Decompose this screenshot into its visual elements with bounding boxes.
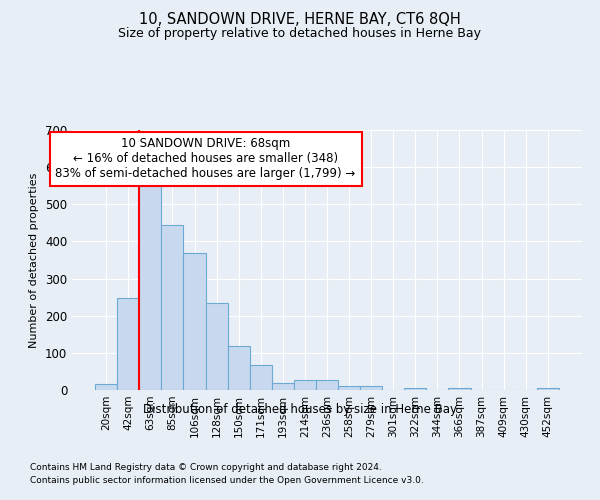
Bar xyxy=(360,386,382,390)
Bar xyxy=(161,226,184,390)
Bar xyxy=(272,384,294,390)
Text: 10, SANDOWN DRIVE, HERNE BAY, CT6 8QH: 10, SANDOWN DRIVE, HERNE BAY, CT6 8QH xyxy=(139,12,461,28)
Text: Distribution of detached houses by size in Herne Bay: Distribution of detached houses by size … xyxy=(143,402,457,415)
Y-axis label: Number of detached properties: Number of detached properties xyxy=(29,172,40,348)
Bar xyxy=(250,364,272,390)
Bar xyxy=(338,386,360,390)
Text: Size of property relative to detached houses in Herne Bay: Size of property relative to detached ho… xyxy=(119,28,482,40)
Text: Contains HM Land Registry data © Crown copyright and database right 2024.: Contains HM Land Registry data © Crown c… xyxy=(30,464,382,472)
Bar xyxy=(139,174,161,390)
Bar xyxy=(316,380,338,390)
Text: 10 SANDOWN DRIVE: 68sqm
← 16% of detached houses are smaller (348)
83% of semi-d: 10 SANDOWN DRIVE: 68sqm ← 16% of detache… xyxy=(55,138,356,180)
Bar xyxy=(117,298,139,390)
Bar xyxy=(206,302,227,390)
Text: Contains public sector information licensed under the Open Government Licence v3: Contains public sector information licen… xyxy=(30,476,424,485)
Bar xyxy=(95,384,117,390)
Bar xyxy=(448,388,470,390)
Bar xyxy=(404,388,427,390)
Bar xyxy=(184,252,206,390)
Bar xyxy=(227,346,250,390)
Bar xyxy=(294,380,316,390)
Bar xyxy=(537,388,559,390)
